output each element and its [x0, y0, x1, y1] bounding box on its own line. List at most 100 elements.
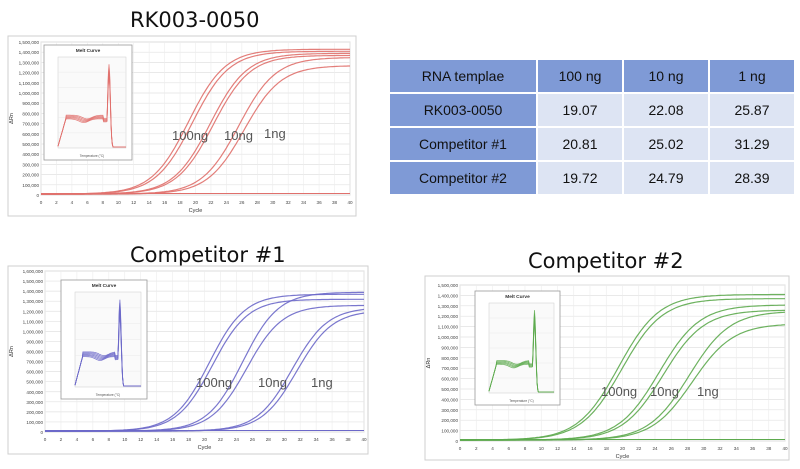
x-axis-label: Cycle: [198, 445, 212, 451]
melt-curve-title: Melt Curve: [76, 48, 101, 54]
row-label: RK003-0050: [390, 94, 536, 126]
y-tick-label: 600,000: [22, 132, 39, 137]
y-tick-label: 400,000: [26, 390, 43, 395]
x-tick-label: 24: [224, 200, 230, 205]
x-tick-label: 0: [40, 200, 43, 205]
x-tick-label: 12: [138, 437, 144, 442]
x-tick-label: 20: [193, 200, 199, 205]
y-tick-label: 0: [40, 430, 43, 435]
x-tick-label: 16: [587, 446, 593, 451]
x-tick-label: 36: [317, 200, 323, 205]
y-tick-label: 400,000: [441, 397, 458, 402]
y-tick-label: 1,100,000: [23, 319, 44, 324]
ct-value: 25.87: [710, 94, 794, 126]
y-tick-label: 300,000: [441, 408, 458, 413]
y-tick-label: 900,000: [26, 339, 43, 344]
amplification-curve: [41, 65, 350, 195]
x-tick-label: 28: [685, 446, 691, 451]
x-tick-label: 14: [147, 200, 153, 205]
x-tick-label: 8: [108, 437, 111, 442]
y-tick-label: 1,500,000: [19, 40, 40, 45]
ct-value: 19.07: [538, 94, 622, 126]
x-tick-label: 26: [239, 200, 245, 205]
x-tick-label: 10: [116, 200, 122, 205]
ct-value: 31.29: [710, 128, 794, 160]
y-tick-label: 0: [455, 439, 458, 444]
x-tick-label: 32: [286, 200, 292, 205]
y-tick-label: 0: [36, 193, 39, 198]
melt-curve-title: Melt Curve: [92, 283, 117, 289]
header-cell-10ng: 10 ng: [624, 60, 708, 92]
x-tick-label: 36: [330, 437, 336, 442]
y-tick-label: 900,000: [22, 101, 39, 106]
ct-value: 19.72: [538, 162, 622, 194]
y-tick-label: 800,000: [22, 111, 39, 116]
x-tick-label: 40: [782, 446, 788, 451]
melt-x-axis-label: Temperature (°C): [96, 393, 120, 397]
table-row: Competitor #2 19.72 24.79 28.39: [390, 162, 794, 194]
y-tick-label: 600,000: [441, 377, 458, 382]
y-tick-label: 900,000: [441, 345, 458, 350]
y-tick-label: 200,000: [22, 173, 39, 178]
x-tick-label: 20: [202, 437, 208, 442]
y-tick-label: 1,500,000: [438, 283, 459, 288]
x-tick-label: 34: [734, 446, 740, 451]
x-axis-label: Cycle: [616, 454, 630, 460]
row-label: Competitor #2: [390, 162, 536, 194]
y-tick-label: 100,000: [26, 420, 43, 425]
ct-value: 22.08: [624, 94, 708, 126]
x-tick-label: 30: [270, 200, 276, 205]
ct-value: 28.39: [710, 162, 794, 194]
y-tick-label: 700,000: [22, 122, 39, 127]
x-tick-label: 30: [282, 437, 288, 442]
header-cell-100ng: 100 ng: [538, 60, 622, 92]
x-tick-label: 22: [208, 200, 214, 205]
y-tick-label: 1,100,000: [438, 325, 459, 330]
y-tick-label: 800,000: [26, 350, 43, 355]
y-tick-label: 1,100,000: [19, 81, 40, 86]
y-tick-label: 1,000,000: [438, 335, 459, 340]
y-tick-label: 300,000: [22, 162, 39, 167]
x-tick-label: 4: [76, 437, 79, 442]
y-tick-label: 1,400,000: [19, 50, 40, 55]
y-tick-label: 1,200,000: [438, 314, 459, 319]
x-tick-label: 6: [86, 200, 89, 205]
concentration-label: 1ng: [697, 384, 719, 399]
y-tick-label: 400,000: [22, 152, 39, 157]
y-axis-label: ΔRn: [9, 113, 15, 124]
y-tick-label: 700,000: [441, 366, 458, 371]
concentration-label: 10ng: [224, 128, 253, 143]
x-tick-label: 18: [186, 437, 192, 442]
concentration-label: 1ng: [311, 375, 333, 390]
y-tick-label: 1,300,000: [19, 60, 40, 65]
x-tick-label: 32: [717, 446, 723, 451]
concentration-label: 100ng: [172, 128, 208, 143]
x-tick-label: 40: [361, 437, 367, 442]
x-tick-label: 16: [162, 200, 168, 205]
melt-curve-title: Melt Curve: [505, 294, 530, 300]
concentration-label: 10ng: [650, 384, 679, 399]
y-tick-label: 200,000: [26, 410, 43, 415]
y-tick-label: 100,000: [441, 429, 458, 434]
x-tick-label: 2: [475, 446, 478, 451]
x-tick-label: 18: [177, 200, 183, 205]
y-tick-label: 600,000: [26, 370, 43, 375]
y-tick-label: 1,400,000: [23, 289, 44, 294]
x-tick-label: 10: [539, 446, 545, 451]
y-tick-label: 700,000: [26, 360, 43, 365]
x-tick-label: 2: [60, 437, 63, 442]
y-tick-label: 800,000: [441, 356, 458, 361]
x-tick-label: 6: [92, 437, 95, 442]
ct-value: 25.02: [624, 128, 708, 160]
x-tick-label: 6: [507, 446, 510, 451]
x-tick-label: 38: [345, 437, 351, 442]
ct-value: 24.79: [624, 162, 708, 194]
y-tick-label: 200,000: [441, 418, 458, 423]
x-tick-label: 28: [255, 200, 261, 205]
ct-table: RNA templae 100 ng 10 ng 1 ng RK003-0050…: [388, 58, 796, 196]
y-tick-label: 1,400,000: [438, 293, 459, 298]
x-tick-label: 26: [250, 437, 256, 442]
x-tick-label: 14: [154, 437, 160, 442]
chart-title-rk003: RK003-0050: [130, 8, 260, 32]
